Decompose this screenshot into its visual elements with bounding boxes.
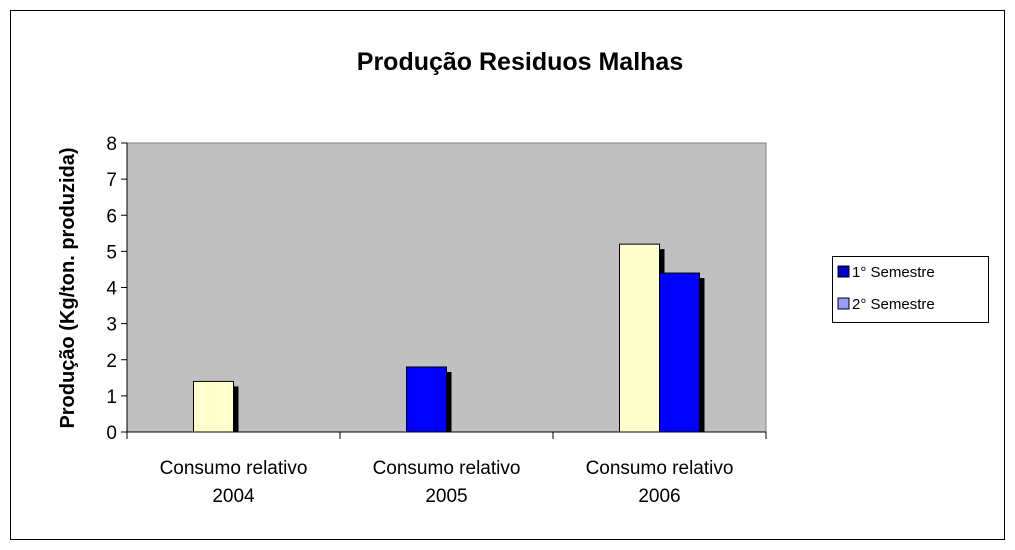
y-tick-label: 5 — [106, 242, 117, 263]
bar — [659, 272, 700, 433]
x-tick-label: Consumo relativo 2005 — [372, 458, 521, 507]
x-tick-label: Consumo relativo 2004 — [159, 458, 308, 507]
legend-label: 1° Semestre — [852, 264, 935, 281]
y-tick-label: 1 — [106, 387, 117, 408]
legend-label: 2° Semestre — [852, 296, 935, 313]
y-tick-label: 2 — [106, 351, 117, 372]
y-tick-label: 0 — [106, 423, 117, 444]
legend-swatch — [837, 265, 850, 278]
legend-swatch — [837, 297, 850, 310]
x-tick-label: Consumo relativo 2006 — [585, 458, 734, 507]
y-tick-label: 6 — [106, 206, 117, 227]
bar — [619, 243, 660, 433]
y-tick-label: 4 — [106, 279, 117, 300]
bar — [193, 380, 234, 433]
y-tick-label: 8 — [106, 134, 117, 155]
legend-box — [832, 256, 989, 323]
y-tick-label: 7 — [106, 170, 117, 191]
chart-title: Produção Residuos Malhas — [357, 48, 683, 76]
y-axis-label: Produção (Kg/ton. produzida) — [57, 147, 79, 428]
bar — [406, 366, 447, 433]
y-tick-label: 3 — [106, 315, 117, 336]
